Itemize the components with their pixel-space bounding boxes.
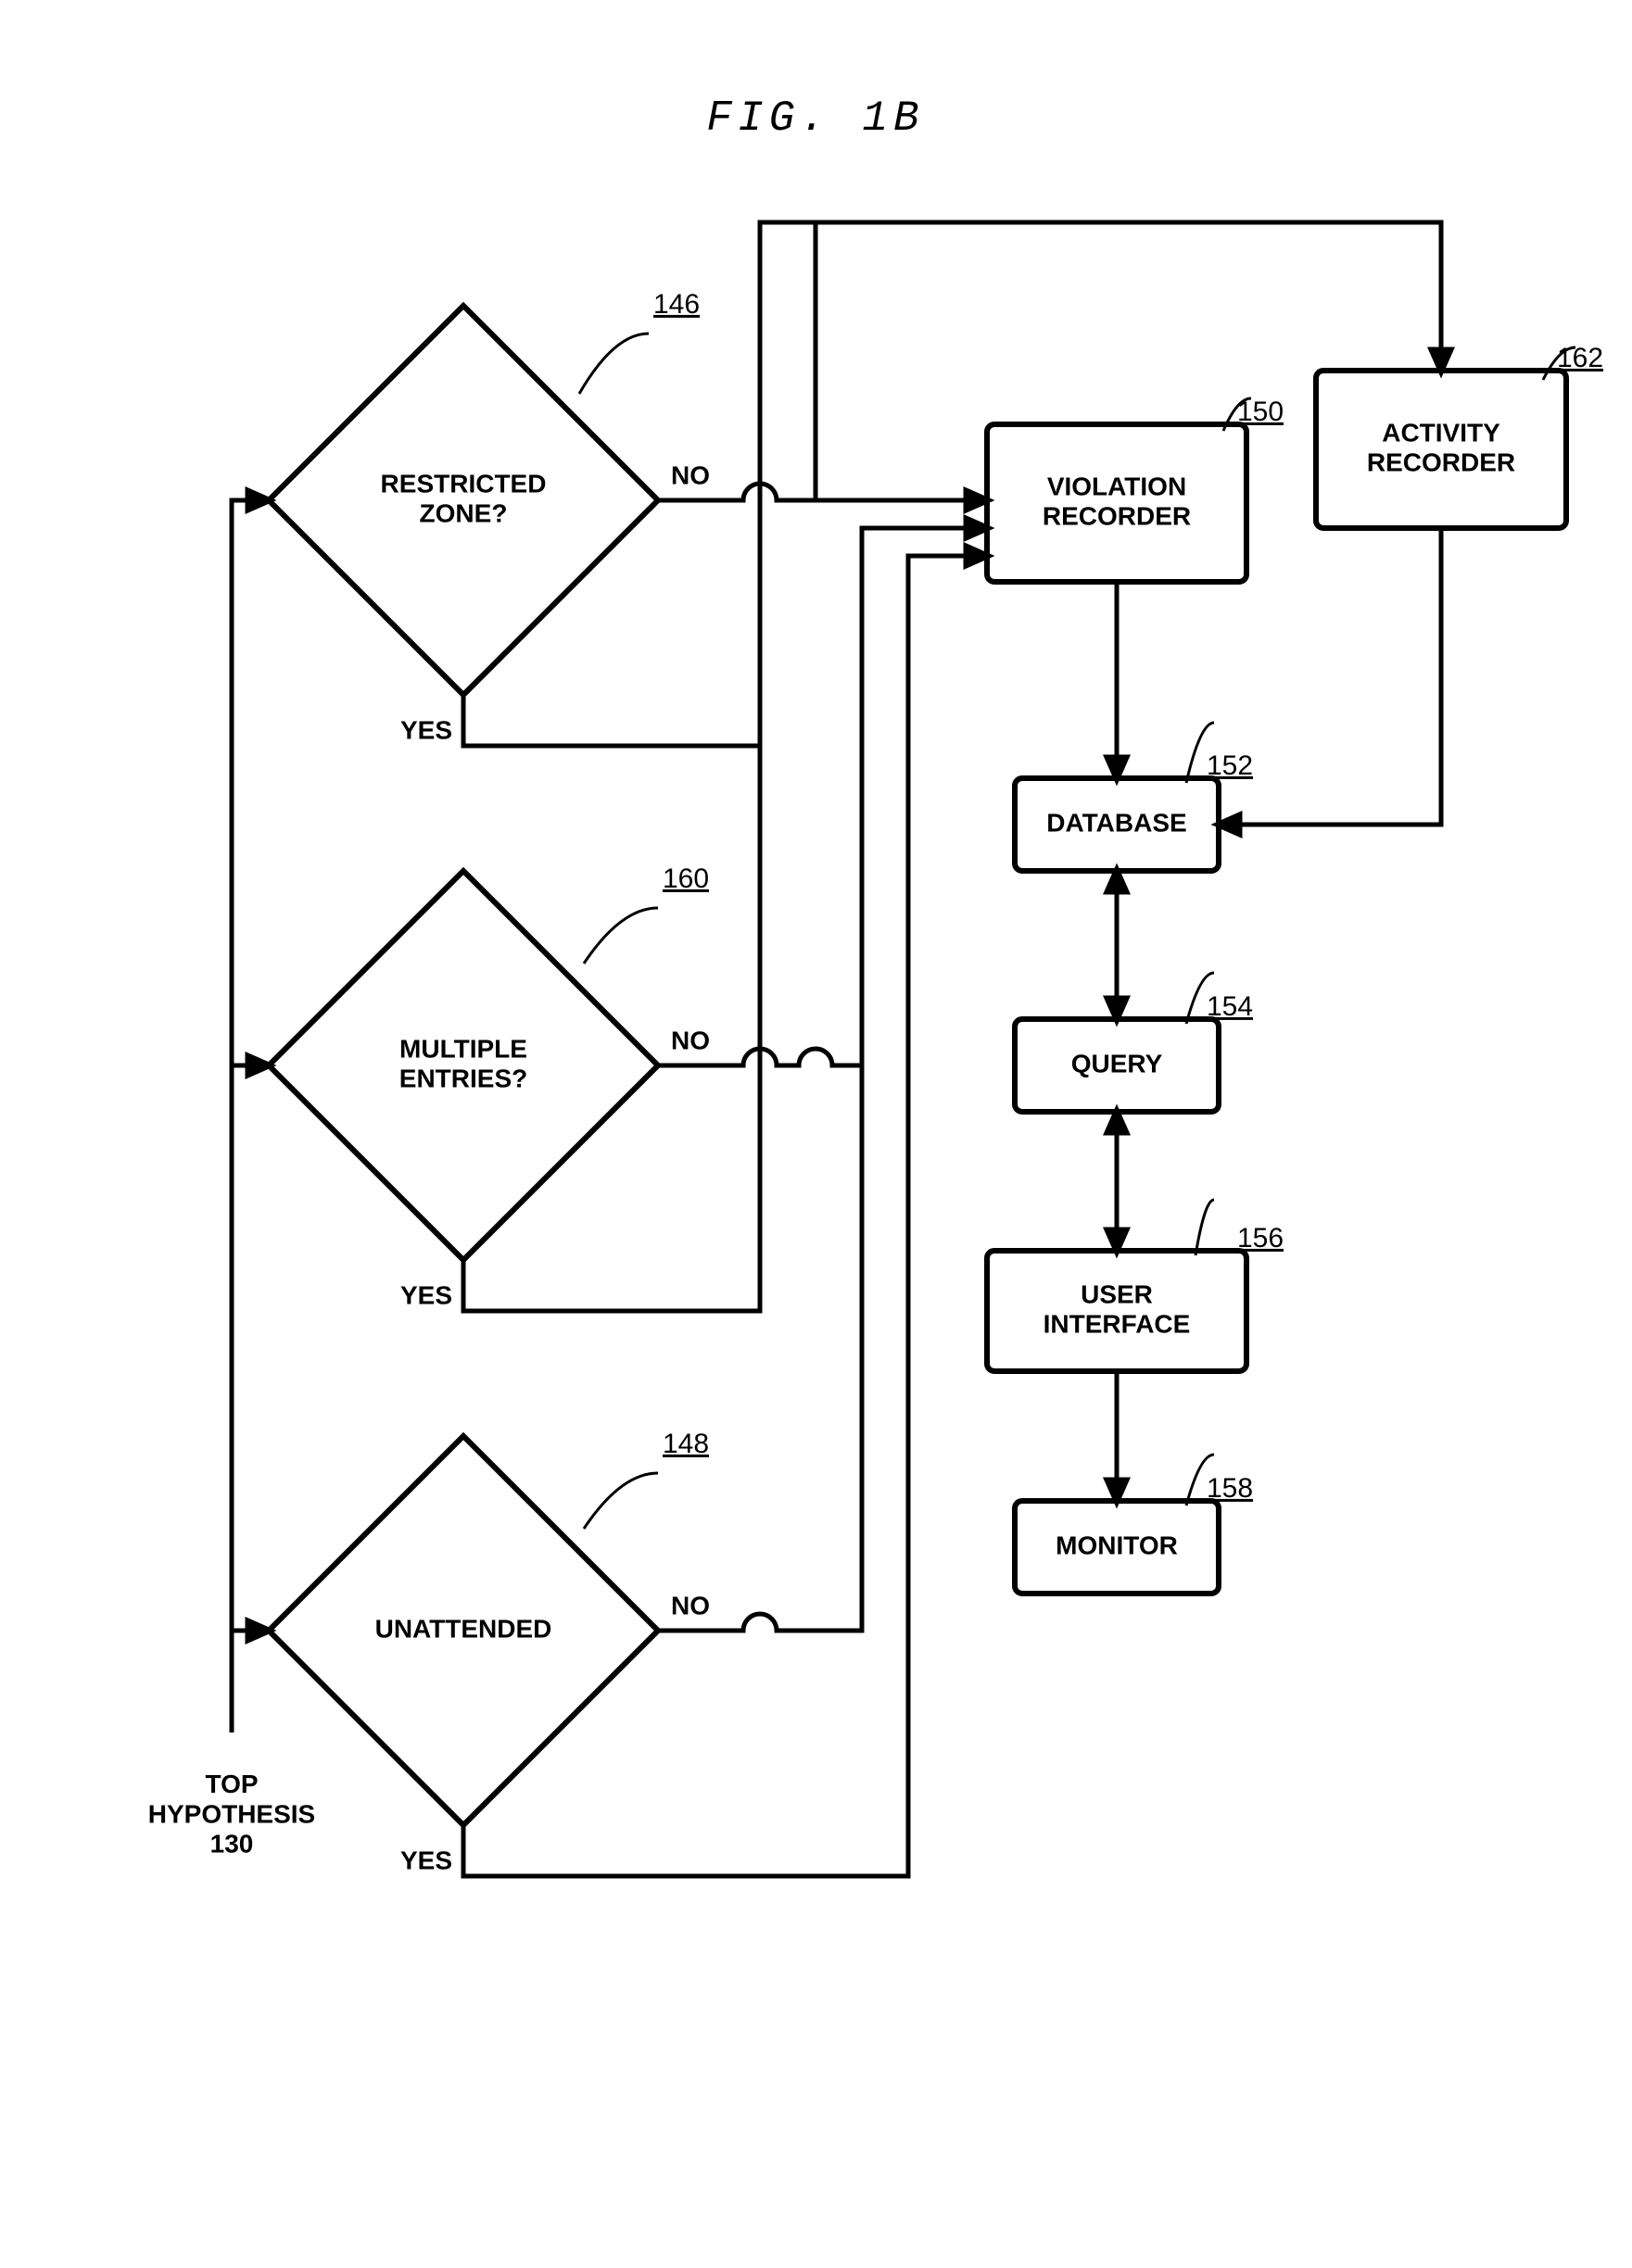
d146-refnum: 146 bbox=[653, 289, 700, 320]
top_hyp-label: TOP bbox=[205, 1770, 258, 1798]
violation-label: RECORDER bbox=[1043, 501, 1191, 530]
ui-label: INTERFACE bbox=[1044, 1309, 1191, 1338]
figure-title: FIG. 1B bbox=[706, 94, 924, 143]
d146-label: RESTRICTED bbox=[381, 469, 547, 498]
violation-label: VIOLATION bbox=[1047, 472, 1186, 500]
d160-label: ENTRIES? bbox=[399, 1064, 527, 1092]
edge-d146_yes-label: YES bbox=[400, 715, 452, 744]
query-label: QUERY bbox=[1071, 1049, 1163, 1077]
edge-d148_no-label: NO bbox=[671, 1591, 710, 1619]
top_hyp-label: HYPOTHESIS bbox=[148, 1799, 315, 1828]
monitor-refnum: 158 bbox=[1207, 1473, 1253, 1504]
edge-d160_no-label: NO bbox=[671, 1026, 710, 1054]
top_hyp-label: 130 bbox=[210, 1830, 254, 1858]
edge-d160_yes-label: YES bbox=[400, 1280, 452, 1309]
edge-d146_no-label: NO bbox=[671, 460, 710, 489]
d160-refnum: 160 bbox=[663, 863, 709, 894]
query-refnum: 154 bbox=[1207, 991, 1253, 1022]
d160-label: MULTIPLE bbox=[399, 1034, 527, 1063]
activity-refnum: 162 bbox=[1557, 343, 1603, 373]
d146-label: ZONE? bbox=[420, 498, 508, 527]
database-label: DATABASE bbox=[1046, 808, 1186, 837]
edge-d148_yes-label: YES bbox=[400, 1846, 452, 1874]
d148-label: UNATTENDED bbox=[375, 1614, 552, 1643]
activity-label: ACTIVITY bbox=[1382, 418, 1500, 447]
monitor-label: MONITOR bbox=[1056, 1531, 1178, 1559]
ui-refnum: 156 bbox=[1237, 1223, 1284, 1254]
ui-label: USER bbox=[1081, 1279, 1153, 1308]
d148-refnum: 148 bbox=[663, 1429, 709, 1459]
activity-label: RECORDER bbox=[1367, 447, 1515, 476]
database-refnum: 152 bbox=[1207, 750, 1253, 781]
